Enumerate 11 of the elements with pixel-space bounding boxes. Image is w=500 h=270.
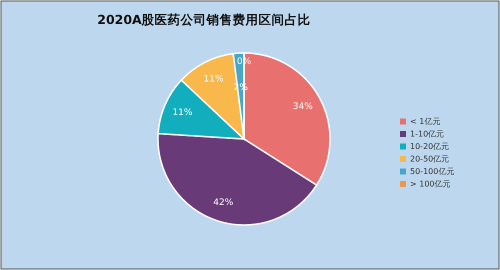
chart-title: 2020A股医药公司销售费用区间占比 xyxy=(97,12,311,27)
legend-label: > 100亿元 xyxy=(410,180,451,189)
legend-label: 50-100亿元 xyxy=(410,167,454,176)
legend-label: 20-50亿元 xyxy=(410,154,450,164)
data-label: 11% xyxy=(204,74,224,85)
legend-label: < 1亿元 xyxy=(410,117,440,126)
data-label: 42% xyxy=(213,198,234,208)
legend-label: 1-10亿元 xyxy=(410,130,444,139)
data-label: 34% xyxy=(292,102,314,112)
data-label: 11% xyxy=(172,108,193,118)
legend-label: 10-20亿元 xyxy=(410,142,450,152)
